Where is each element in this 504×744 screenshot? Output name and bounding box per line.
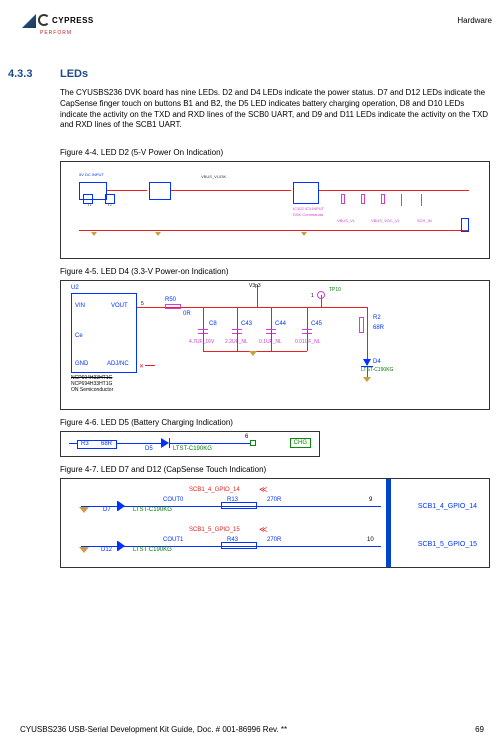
brand-name: CYPRESS	[52, 16, 94, 25]
r50-label: R50	[165, 297, 176, 303]
r43l: R43	[227, 537, 238, 543]
gnd-label: GND	[75, 361, 88, 367]
tp10-label: TP10	[329, 287, 341, 293]
vin-label: VIN	[75, 303, 85, 309]
r50-val: 0R	[183, 311, 191, 317]
r2-res	[359, 317, 364, 333]
scb14: SCB1_4_GPIO_14	[189, 487, 240, 493]
cout0: COUT0	[163, 497, 183, 503]
body-paragraph: The CYUSBS236 DVK board has nine LEDs. D…	[60, 88, 492, 131]
figures-container: Figure 4-4. LED D2 (5-V Power On Indicat…	[60, 140, 490, 568]
fig47-schematic: SCB1_4_GPIO_14 SCB1_5_GPIO_15 SCB1_4_GPI…	[60, 478, 490, 568]
r50-res	[165, 304, 181, 309]
d5: D5	[145, 446, 153, 452]
fig44-schematic: 5V DC INPUT VBUS_VL03K IC102 IC3 INPUT D…	[60, 161, 490, 259]
r43	[221, 542, 257, 549]
vbus-vl: VBUS_VL	[337, 218, 355, 223]
gpio14: SCB1_4_GPIO_14	[418, 503, 477, 510]
pin9: 9	[369, 497, 372, 503]
section-title: LEDs	[60, 68, 88, 80]
fig46-caption: Figure 4-6. LED D5 (Battery Charging Ind…	[60, 418, 490, 427]
d7-led	[118, 501, 125, 511]
pin10: 10	[367, 537, 374, 543]
c44: C44	[275, 321, 286, 327]
page-header: CYPRESS PERFORM Hardware	[20, 12, 492, 44]
d7p: LTST-C190KG	[133, 507, 172, 513]
fig47-caption: Figure 4-7. LED D7 and D12 (CapSense Tou…	[60, 465, 490, 474]
d7: D7	[103, 507, 111, 513]
fig44-caption: Figure 4-4. LED D2 (5-V Power On Indicat…	[60, 148, 490, 157]
mfr: ON Semiconductor	[71, 387, 113, 393]
c8: C8	[209, 321, 217, 327]
d12: D12	[101, 547, 112, 553]
r2: R2	[373, 315, 381, 321]
gpio15: SCB1_5_GPIO_15	[418, 541, 477, 548]
fig46-schematic: R3 68R D5 LTST-C190KG 6 CHG	[60, 431, 320, 457]
vbus-voc: VBUS_VOC_VL	[371, 218, 400, 223]
footer-doc: CYUSBS236 USB-Serial Development Kit Gui…	[20, 725, 287, 734]
section-number: 4.3.3	[8, 68, 32, 80]
fig45-caption: Figure 4-5. LED D4 (3.3-V Power-on Indic…	[60, 267, 490, 276]
c43: C43	[241, 321, 252, 327]
r3v: 68R	[101, 441, 112, 447]
gnd-icon-2	[79, 547, 89, 553]
d5p: LTST-C190KG	[173, 446, 212, 452]
r13	[221, 502, 257, 509]
cout1: COUT1	[163, 537, 183, 543]
led-icon	[161, 438, 169, 448]
adj-label: ADJ/NC	[107, 361, 129, 367]
vout-label: VOUT	[111, 303, 128, 309]
r43v: 270R	[267, 537, 281, 543]
dsk-label: DSK Commanda	[293, 212, 323, 217]
d4: D4	[373, 359, 381, 365]
d4p: LTST-C190KG	[361, 367, 393, 373]
pin1: 1	[311, 293, 314, 299]
footer-page: 69	[475, 725, 484, 734]
scb15: SCB1_5_GPIO_15	[189, 527, 240, 533]
sch-in: SCH_IN	[417, 218, 432, 223]
d12p: LTST C190KG	[133, 547, 172, 553]
connector-bar	[386, 479, 391, 567]
fig45-schematic: U2 VIN VOUT Ce GND ADJ/NC NCP694H33HT1G …	[60, 280, 490, 410]
input-label: 5V DC INPUT	[79, 172, 104, 177]
cypress-logo: CYPRESS PERFORM	[20, 12, 85, 44]
r3: R3	[81, 441, 89, 447]
brand-sub: PERFORM	[40, 30, 72, 36]
d12-led	[118, 541, 125, 551]
r2v: 68R	[373, 325, 384, 331]
gnd-icon	[79, 507, 89, 513]
ce-label: Ce	[75, 333, 83, 339]
u2-label: U2	[71, 285, 79, 291]
chg-label: CHG	[290, 438, 311, 448]
v3p3-label: V3p3	[249, 283, 261, 289]
pin6: 6	[245, 434, 248, 440]
header-section: Hardware	[457, 16, 492, 25]
c8v: 4.7UF_16V	[189, 339, 214, 345]
page-footer: CYUSBS236 USB-Serial Development Kit Gui…	[20, 725, 484, 734]
r13v: 270R	[267, 497, 281, 503]
ic-label: IC102 IC3 INPUT	[293, 206, 324, 211]
vbus-label: VBUS_VL03K	[201, 174, 226, 179]
c45: C45	[311, 321, 322, 327]
r13l: R13	[227, 497, 238, 503]
